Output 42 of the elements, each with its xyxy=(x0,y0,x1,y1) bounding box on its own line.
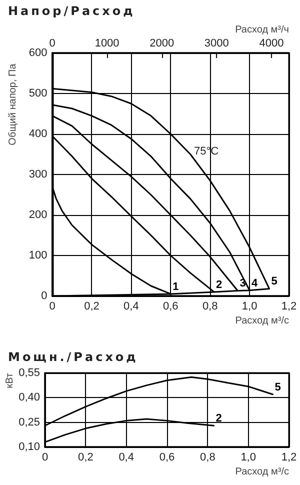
series-label: 4 xyxy=(252,277,259,290)
y-tick-label: 0,10 xyxy=(18,441,40,453)
x-axis-title: Расход м³/с xyxy=(235,466,289,478)
chart-title: Мощн./Расход xyxy=(8,350,138,364)
y-tick-label: 0,25 xyxy=(18,416,40,428)
series-label: 2 xyxy=(216,412,222,425)
x-tick-label: 0,4 xyxy=(124,300,139,312)
x-tick-label: 0,6 xyxy=(159,452,175,464)
series-label: 2 xyxy=(216,278,222,291)
y-tick-label: 400 xyxy=(28,128,48,140)
x2-tick-label: 2000 xyxy=(150,38,174,50)
x2-tick-label: 4000 xyxy=(259,38,284,50)
series-label: 1 xyxy=(172,280,179,293)
x-tick-label: 1,2 xyxy=(281,300,297,312)
x2-tick-label: 1000 xyxy=(94,38,120,50)
x-axis-title: Расход м³/с xyxy=(235,316,289,326)
x-tick-label: 1,2 xyxy=(281,452,297,464)
y-tick-label: 500 xyxy=(28,88,48,100)
y-axis-title: Общий напор, Па xyxy=(8,63,18,146)
y-tick-label: 0,55 xyxy=(18,367,40,379)
x2-axis-title: Расход м³/ч xyxy=(235,24,289,36)
y-tick-label: 100 xyxy=(28,250,48,262)
x2-tick-label: 3000 xyxy=(204,38,229,50)
x-tick-label: 0,2 xyxy=(78,452,94,464)
y-tick-label: 300 xyxy=(28,168,48,180)
x-tick-label: 0,4 xyxy=(118,452,134,464)
series-label: 5 xyxy=(274,381,281,394)
y-axis-title: кВт xyxy=(4,372,16,388)
x-tick-label: 0,8 xyxy=(202,300,218,312)
x-tick-label: 1,0 xyxy=(242,300,258,312)
chart-title: Напор/Расход xyxy=(8,4,136,18)
y-tick-label: 600 xyxy=(28,47,48,59)
x2-tick-label: 0 xyxy=(49,38,56,50)
x-tick-label: 0 xyxy=(49,300,56,312)
series-label: 5 xyxy=(271,276,278,288)
x-tick-label: 0,8 xyxy=(200,452,216,464)
x-tick-label: 0,6 xyxy=(162,300,178,312)
y-tick-label: 0,40 xyxy=(18,392,40,404)
y-tick-label: 0 xyxy=(41,290,48,302)
y-tick-label: 200 xyxy=(28,209,48,221)
x-tick-label: 0,2 xyxy=(84,300,100,312)
x-tick-label: 1,0 xyxy=(240,452,256,464)
